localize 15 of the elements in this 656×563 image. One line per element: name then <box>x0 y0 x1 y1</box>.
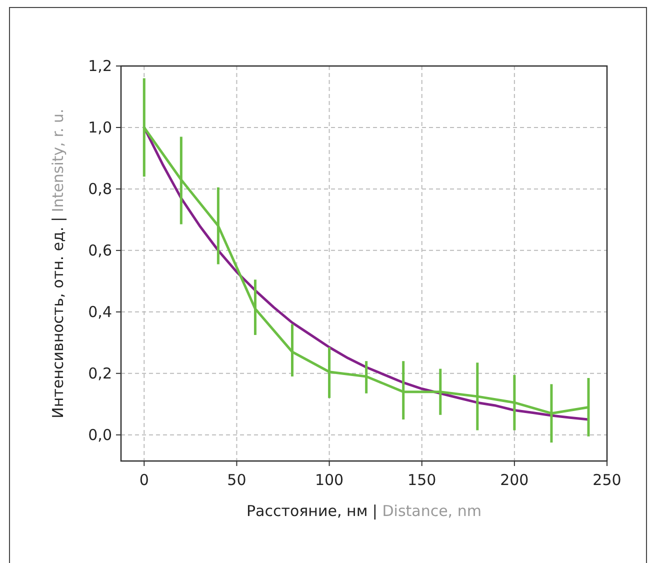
x-tick-label: 200 <box>500 471 529 489</box>
x-axis-title: Расстояние, нм | Distance, nm <box>246 502 482 520</box>
y-axis-title: Интенсивность, отн. ед. | Intensity, r. u. <box>49 108 67 418</box>
x-tick-label: 100 <box>314 471 344 489</box>
y-tick-label: 1,0 <box>88 118 112 136</box>
y-tick-label: 0,6 <box>88 241 112 260</box>
y-tick-label: 0,8 <box>88 180 112 198</box>
x-tick-label: 150 <box>408 471 436 489</box>
y-tick-label: 0,4 <box>88 302 112 321</box>
y-tick-label: 0,0 <box>88 426 112 444</box>
y-tick-label: 1,2 <box>88 57 112 75</box>
x-tick-label: 0 <box>139 471 149 489</box>
x-tick-label: 50 <box>227 471 246 489</box>
y-tick-label: 0,2 <box>88 364 112 382</box>
x-tick-label: 250 <box>592 471 622 489</box>
